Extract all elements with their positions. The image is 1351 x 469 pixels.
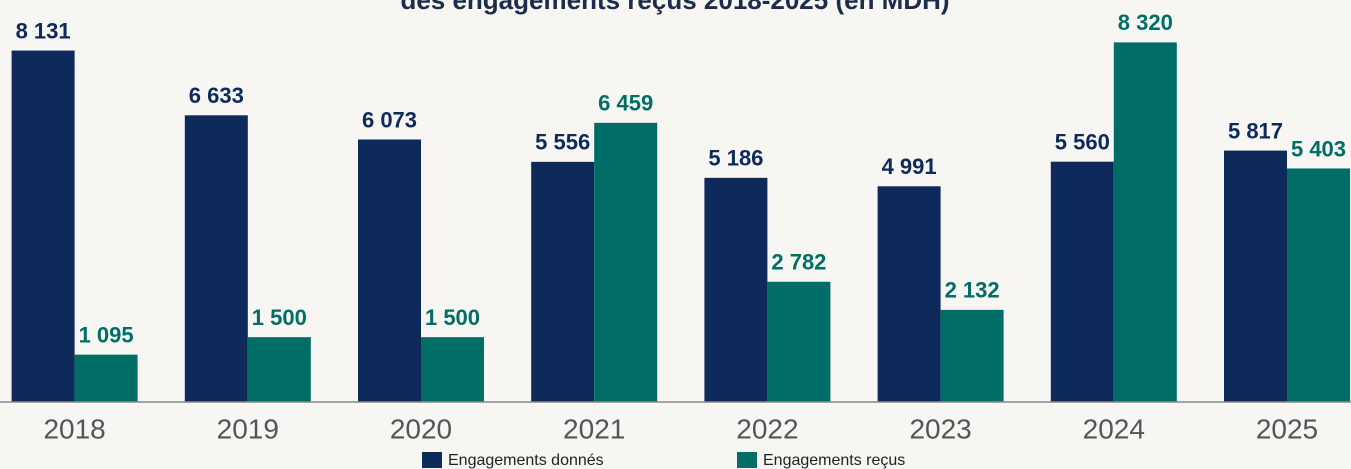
value-label: 8 320 bbox=[1118, 10, 1173, 35]
value-label: 1 500 bbox=[425, 305, 480, 330]
bar bbox=[1113, 42, 1177, 402]
bar bbox=[247, 337, 311, 402]
bar bbox=[767, 281, 831, 402]
value-label: 5 403 bbox=[1291, 136, 1346, 161]
bar bbox=[1224, 150, 1287, 402]
bar bbox=[11, 50, 75, 402]
bar bbox=[877, 186, 941, 402]
legend-label: Engagements reçus bbox=[763, 452, 905, 469]
bar bbox=[1050, 161, 1114, 402]
x-tick-label: 2018 bbox=[43, 413, 105, 444]
bar bbox=[421, 337, 484, 402]
bar bbox=[184, 115, 248, 402]
value-label: 6 459 bbox=[598, 91, 653, 116]
value-label: 5 186 bbox=[708, 146, 763, 171]
value-label: 1 095 bbox=[79, 322, 134, 347]
x-tick-label: 2020 bbox=[390, 413, 452, 444]
bar bbox=[358, 139, 421, 402]
x-tick-label: 2024 bbox=[1083, 413, 1145, 444]
value-label: 5 817 bbox=[1228, 118, 1283, 143]
bar bbox=[594, 122, 658, 402]
value-label: 6 633 bbox=[189, 83, 244, 108]
value-label: 1 500 bbox=[252, 305, 307, 330]
legend-swatch bbox=[737, 452, 757, 468]
value-label: 2 782 bbox=[771, 250, 826, 275]
legend-label: Engagements donnés bbox=[448, 452, 604, 469]
bar bbox=[74, 354, 138, 402]
value-label: 5 560 bbox=[1055, 129, 1110, 154]
x-tick-label: 2023 bbox=[909, 413, 971, 444]
value-label: 5 556 bbox=[535, 130, 590, 155]
x-tick-label: 2025 bbox=[1256, 413, 1318, 444]
x-tick-label: 2022 bbox=[736, 413, 798, 444]
chart-title: des engagements reçus 2018-2025 (en MDH) bbox=[400, 0, 949, 15]
x-tick-label: 2019 bbox=[217, 413, 279, 444]
value-label: 4 991 bbox=[882, 154, 937, 179]
value-label: 8 131 bbox=[16, 18, 71, 43]
value-label: 2 132 bbox=[945, 278, 1000, 303]
legend-swatch bbox=[422, 452, 442, 468]
value-label: 6 073 bbox=[362, 107, 417, 132]
bar bbox=[1287, 168, 1350, 402]
bar bbox=[531, 161, 595, 402]
bar bbox=[704, 177, 768, 402]
bar bbox=[940, 309, 1004, 402]
x-tick-label: 2021 bbox=[563, 413, 625, 444]
